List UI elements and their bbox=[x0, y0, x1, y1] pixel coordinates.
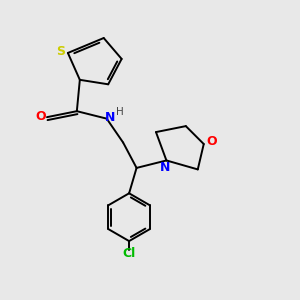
Text: H: H bbox=[116, 107, 124, 117]
Text: Cl: Cl bbox=[122, 247, 136, 260]
Text: S: S bbox=[56, 45, 65, 58]
Text: N: N bbox=[160, 160, 170, 173]
Text: O: O bbox=[207, 135, 218, 148]
Text: O: O bbox=[35, 110, 46, 123]
Text: N: N bbox=[105, 111, 116, 124]
